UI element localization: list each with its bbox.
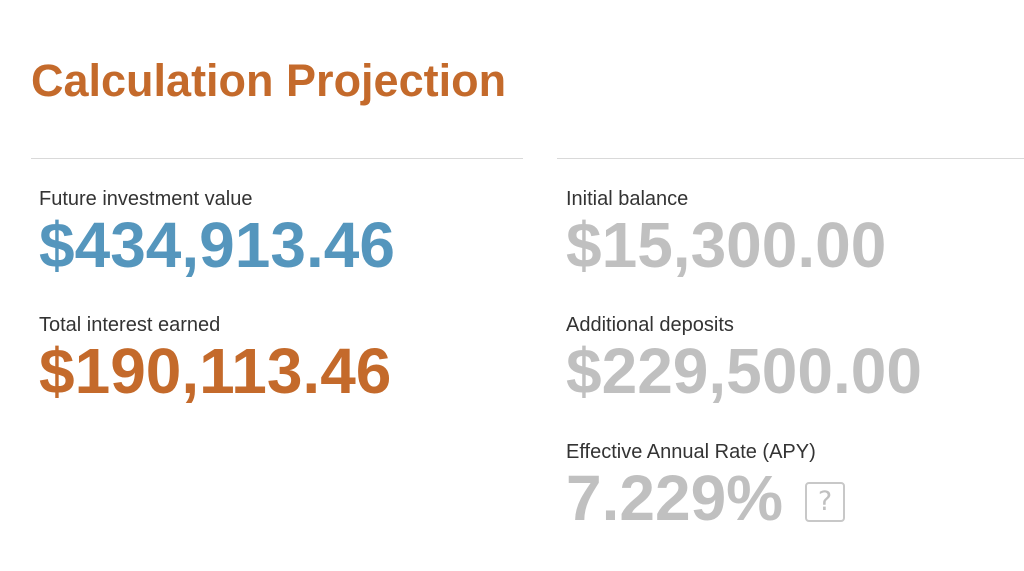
total-interest-earned-amount: $190,113.46	[39, 335, 392, 407]
effective-annual-rate-amount: 7.229%	[566, 462, 784, 534]
effective-annual-rate-stat: Effective Annual Rate (APY) 7.229% ?	[566, 441, 846, 534]
initial-balance-stat: Initial balance $15,300.00	[566, 188, 886, 279]
question-mark-icon[interactable]: ?	[805, 481, 846, 522]
effective-annual-rate-label: Effective Annual Rate (APY)	[566, 441, 816, 463]
total-interest-earned-label: Total interest earned	[39, 314, 221, 336]
future-investment-value-amount: $434,913.46	[39, 209, 395, 281]
initial-balance-amount: $15,300.00	[566, 209, 887, 281]
initial-balance-label: Initial balance	[566, 188, 689, 210]
additional-deposits-label: Additional deposits	[566, 314, 734, 336]
right-divider	[557, 158, 1024, 159]
page-title: Calculation Projection	[31, 55, 507, 106]
additional-deposits-amount: $229,500.00	[566, 335, 922, 407]
left-divider	[31, 158, 523, 159]
effective-annual-rate-row: 7.229% ?	[566, 462, 846, 534]
future-investment-value-label: Future investment value	[39, 188, 253, 210]
total-interest-earned-stat: Total interest earned $190,113.46	[39, 314, 391, 405]
additional-deposits-stat: Additional deposits $229,500.00	[566, 314, 922, 405]
future-investment-value-stat: Future investment value $434,913.46	[39, 188, 395, 279]
